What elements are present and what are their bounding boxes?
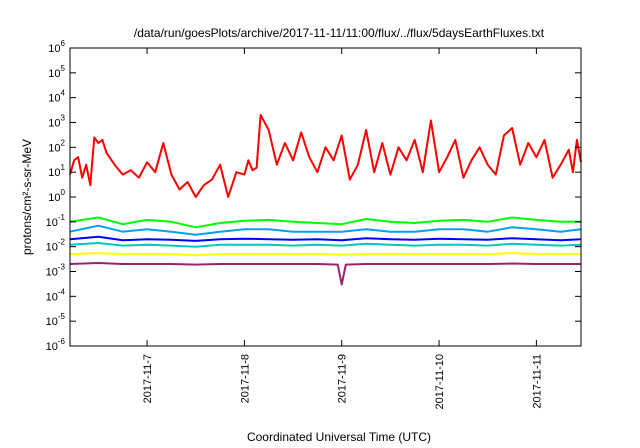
series-line-6 (69, 252, 581, 257)
series-line-4 (69, 235, 582, 242)
y-tick-base: 10 (46, 267, 58, 279)
series-line-7 (69, 262, 581, 286)
y-tick-base: 10 (48, 118, 60, 130)
y-tick-label: 100 (48, 188, 65, 204)
y-tick-exponent: 0 (61, 188, 66, 197)
x-tick-label: 2017-11-10 (434, 354, 446, 409)
x-tick-label: 2017-11-8 (239, 354, 251, 403)
y-tick-base: 10 (48, 93, 60, 105)
axes-layer: 10-610-510-410-310-210-11001011021031041… (46, 39, 581, 409)
plot-frame (69, 47, 582, 347)
y-tick-label: 104 (48, 89, 65, 105)
x-tick-label: 2017-11-11 (531, 354, 543, 409)
y-tick-exponent: 6 (61, 39, 66, 48)
y-tick-label: 10-1 (46, 213, 66, 229)
y-tick-label: 101 (48, 163, 65, 179)
y-tick-label: 10-4 (46, 287, 66, 303)
y-tick-base: 10 (48, 142, 60, 154)
y-tick-base: 10 (46, 291, 58, 303)
x-tick-label: 2017-11-9 (337, 354, 349, 403)
y-tick-exponent: -5 (58, 312, 66, 321)
x-axis-title: Coordinated Universal Time (UTC) (247, 430, 431, 444)
y-tick-base: 10 (46, 217, 58, 229)
series-line-3 (69, 224, 582, 236)
y-tick-exponent: -1 (58, 213, 66, 222)
y-tick-base: 10 (48, 68, 60, 80)
y-tick-label: 105 (48, 64, 65, 80)
y-tick-exponent: 3 (61, 114, 66, 123)
y-tick-exponent: -4 (58, 287, 66, 296)
y-tick-base: 10 (46, 316, 58, 328)
series-line-1 (69, 114, 582, 198)
y-tick-label: 106 (48, 39, 65, 55)
y-tick-exponent: 5 (61, 64, 66, 73)
y-tick-label: 102 (48, 138, 65, 154)
y-axis-title: protons/cm²-s-sr-MeV (20, 139, 34, 255)
chart-title: /data/run/goesPlots/archive/2017-11-11/1… (134, 26, 545, 40)
y-tick-base: 10 (46, 341, 58, 353)
y-tick-exponent: -2 (58, 238, 66, 247)
y-tick-base: 10 (46, 242, 58, 254)
y-tick-base: 10 (48, 167, 60, 179)
y-tick-label: 10-5 (46, 312, 66, 328)
y-tick-exponent: -3 (58, 263, 66, 272)
y-tick-base: 10 (48, 192, 60, 204)
y-tick-label: 10-3 (46, 263, 66, 279)
y-tick-label: 103 (48, 114, 65, 130)
y-tick-label: 10-6 (46, 337, 66, 353)
series-layer (69, 114, 582, 286)
x-tick-label: 2017-11-7 (142, 354, 154, 403)
series-line-2 (69, 216, 581, 229)
y-tick-exponent: 2 (61, 138, 66, 147)
series-line-5 (69, 242, 582, 248)
y-tick-exponent: 1 (61, 163, 66, 172)
y-tick-base: 10 (48, 43, 60, 55)
y-tick-exponent: -6 (58, 337, 66, 346)
y-tick-exponent: 4 (61, 89, 66, 98)
y-tick-label: 10-2 (46, 238, 66, 254)
